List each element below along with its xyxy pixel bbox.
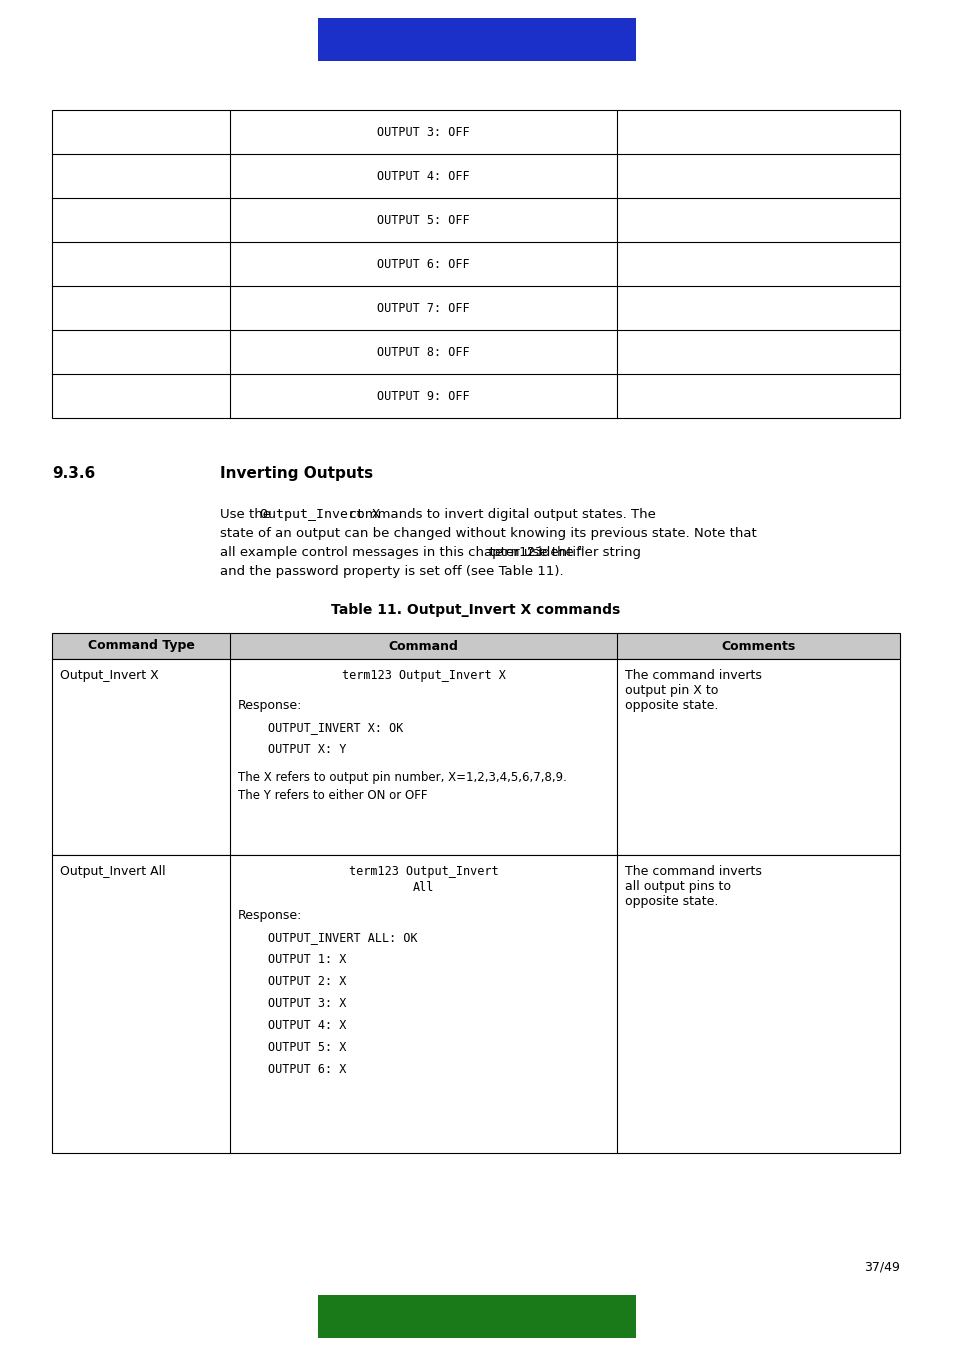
Bar (52, 109, 899, 417)
Text: Use the: Use the (220, 508, 275, 521)
Text: OUTPUT X: Y: OUTPUT X: Y (268, 743, 346, 757)
Text: Output_Invert X: Output_Invert X (259, 508, 379, 521)
Text: ” identifier string: ” identifier string (526, 546, 640, 559)
Text: OUTPUT 3: OFF: OUTPUT 3: OFF (376, 126, 469, 139)
Text: commands to invert digital output states. The: commands to invert digital output states… (345, 508, 656, 521)
Bar (52, 659, 899, 855)
Text: Response:: Response: (237, 698, 302, 712)
Text: Output_Invert X: Output_Invert X (60, 669, 158, 682)
Text: term123 Output_Invert: term123 Output_Invert (349, 865, 497, 878)
Text: Comments: Comments (720, 639, 795, 653)
Text: OUTPUT 2: X: OUTPUT 2: X (268, 975, 346, 988)
Text: OUTPUT 5: OFF: OUTPUT 5: OFF (376, 213, 469, 227)
Text: OUTPUT 3: X: OUTPUT 3: X (268, 997, 346, 1011)
Text: OUTPUT 4: OFF: OUTPUT 4: OFF (376, 169, 469, 182)
Bar (317, 1296, 636, 1337)
Text: All: All (413, 881, 434, 894)
Text: term123: term123 (486, 546, 542, 559)
Text: Response:: Response: (237, 909, 302, 921)
Text: all example control messages in this chapter use the “: all example control messages in this cha… (220, 546, 584, 559)
Text: OUTPUT 1: X: OUTPUT 1: X (268, 952, 346, 966)
Text: Output_Invert All: Output_Invert All (60, 865, 166, 878)
Bar (317, 18, 636, 61)
Text: 37/49: 37/49 (863, 1260, 899, 1273)
Text: OUTPUT_INVERT X: OK: OUTPUT_INVERT X: OK (268, 721, 403, 734)
Text: state of an output can be changed without knowing its previous state. Note that: state of an output can be changed withou… (220, 527, 756, 540)
Text: The X refers to output pin number, X=1,2,3,4,5,6,7,8,9.: The X refers to output pin number, X=1,2… (237, 771, 566, 784)
Text: OUTPUT_INVERT ALL: OK: OUTPUT_INVERT ALL: OK (268, 931, 417, 944)
Text: 9.3.6: 9.3.6 (52, 466, 95, 481)
Text: OUTPUT 8: OFF: OUTPUT 8: OFF (376, 346, 469, 358)
Text: Table 11. Output_Invert X commands: Table 11. Output_Invert X commands (331, 603, 620, 617)
Text: The Y refers to either ON or OFF: The Y refers to either ON or OFF (237, 789, 427, 802)
Text: Command Type: Command Type (88, 639, 194, 653)
Text: and the password property is set off (see Table 11).: and the password property is set off (se… (220, 565, 563, 578)
Text: The command inverts
all output pins to
opposite state.: The command inverts all output pins to o… (624, 865, 761, 908)
Text: The command inverts
output pin X to
opposite state.: The command inverts output pin X to oppo… (624, 669, 761, 712)
Text: OUTPUT 7: OFF: OUTPUT 7: OFF (376, 301, 469, 315)
Text: OUTPUT 5: X: OUTPUT 5: X (268, 1042, 346, 1054)
Text: Command: Command (388, 639, 458, 653)
Bar (52, 634, 899, 659)
Text: term123 Output_Invert X: term123 Output_Invert X (341, 669, 505, 682)
Text: OUTPUT 6: X: OUTPUT 6: X (268, 1063, 346, 1075)
Text: OUTPUT 9: OFF: OUTPUT 9: OFF (376, 389, 469, 403)
Text: OUTPUT 6: OFF: OUTPUT 6: OFF (376, 258, 469, 270)
Bar (52, 855, 899, 1152)
Text: OUTPUT 4: X: OUTPUT 4: X (268, 1019, 346, 1032)
Text: Inverting Outputs: Inverting Outputs (220, 466, 373, 481)
